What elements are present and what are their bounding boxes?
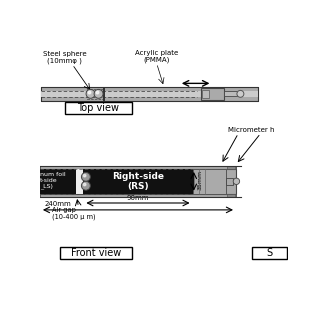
Bar: [40, 169, 236, 194]
Bar: [76, 169, 84, 194]
Text: Front view: Front view: [71, 248, 121, 258]
Circle shape: [84, 183, 86, 186]
Bar: [201, 88, 224, 100]
Text: S: S: [266, 248, 272, 258]
Text: t-side: t-side: [40, 178, 58, 183]
Circle shape: [96, 91, 99, 94]
Text: Steel sphere
(10mmφ ): Steel sphere (10mmφ ): [43, 51, 87, 64]
Bar: [41, 91, 258, 97]
Text: Top view: Top view: [77, 103, 119, 113]
Bar: [84, 169, 193, 194]
Bar: [227, 166, 235, 169]
Bar: [252, 247, 287, 259]
Circle shape: [86, 89, 95, 98]
Bar: [227, 194, 235, 197]
Bar: [86, 89, 103, 99]
Text: _LS): _LS): [40, 183, 53, 189]
Circle shape: [94, 89, 103, 98]
Bar: [60, 247, 132, 259]
Circle shape: [81, 181, 90, 190]
Text: Air gap
(10-400 μ m): Air gap (10-400 μ m): [52, 207, 96, 220]
Text: Acrylic plate
(PMMA): Acrylic plate (PMMA): [135, 50, 178, 63]
Bar: [40, 194, 236, 197]
Text: 90mm: 90mm: [127, 195, 149, 201]
Bar: [224, 92, 237, 96]
Text: num foil: num foil: [40, 172, 66, 177]
Text: 240mm: 240mm: [45, 201, 72, 207]
Circle shape: [237, 90, 244, 97]
Bar: [203, 90, 209, 98]
Text: 35mm: 35mm: [197, 170, 203, 190]
Text: Micrometer h: Micrometer h: [228, 127, 275, 133]
Circle shape: [88, 91, 91, 94]
Text: Right-side
(RS): Right-side (RS): [112, 172, 164, 191]
Bar: [65, 102, 132, 114]
Bar: [40, 169, 76, 194]
Circle shape: [84, 174, 86, 177]
Circle shape: [233, 178, 240, 185]
Bar: [193, 169, 226, 194]
Bar: [40, 166, 236, 169]
Circle shape: [81, 172, 90, 181]
Bar: [103, 87, 105, 100]
Bar: [226, 178, 234, 185]
Bar: [41, 87, 258, 100]
